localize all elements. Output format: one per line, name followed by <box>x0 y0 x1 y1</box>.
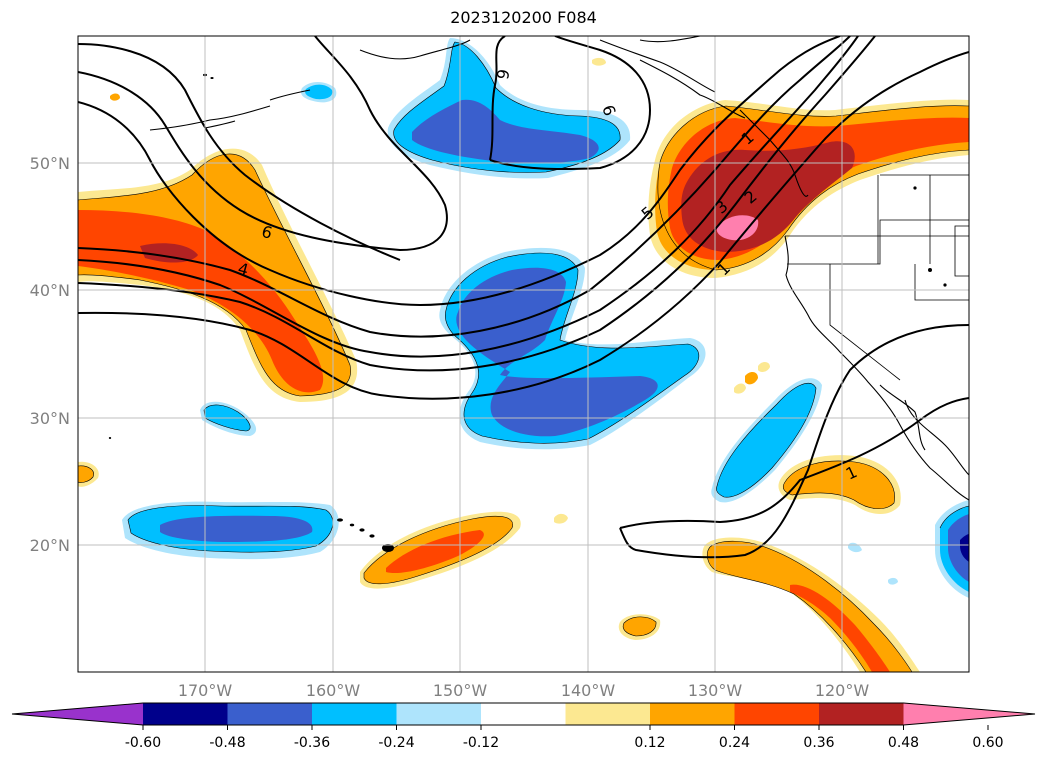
contour-label: 4 <box>236 259 251 280</box>
lon-label: 140°W <box>561 681 616 700</box>
lat-label: 30°N <box>30 409 70 428</box>
colorbar-tick-label: 0.60 <box>972 735 1003 751</box>
lat-labels: 50°N 40°N 30°N 20°N <box>30 154 70 555</box>
negative-anomaly-scattered <box>122 378 969 598</box>
colorbar-segment <box>734 703 820 725</box>
lat-label: 20°N <box>30 536 70 555</box>
lat-label: 40°N <box>30 281 70 300</box>
colorbar-tick-label: 0.24 <box>719 735 750 751</box>
lon-label: 160°W <box>306 681 361 700</box>
positive-anomaly-west-edge <box>78 461 99 487</box>
lon-labels: 170°W 160°W 150°W 140°W 130°W 120°W <box>178 681 870 700</box>
coastlines <box>149 36 969 501</box>
contour-label: 6 <box>260 222 275 243</box>
colorbar-segment <box>227 703 313 725</box>
colorbar-tick-label: -0.12 <box>463 735 499 751</box>
negative-anomaly-central <box>439 247 706 450</box>
positive-anomaly-hawaii <box>360 511 521 589</box>
height-contours <box>78 36 969 559</box>
colorbar-segment <box>819 703 904 725</box>
positive-anomaly-northeast <box>648 99 969 278</box>
colorbar-extend-max <box>903 703 1035 725</box>
colorbar: -0.60 -0.48 -0.36 -0.24 -0.12 0.12 0.24 0.36 0.4… <box>11 702 1036 751</box>
colorbar-segment <box>481 703 566 725</box>
colorbar-tick-label: 0.48 <box>888 735 919 751</box>
lat-label: 50°N <box>30 154 70 173</box>
colorbar-tick-label: 0.12 <box>634 735 665 751</box>
colorbar-segment <box>396 703 482 725</box>
state-borders <box>785 174 969 381</box>
colorbar-tick-label: -0.48 <box>209 735 245 751</box>
colorbar-segment <box>312 703 397 725</box>
colorbar-tick-label: -0.60 <box>125 735 161 751</box>
colorbar-tick-label: -0.36 <box>294 735 330 751</box>
colorbar-segment <box>565 703 651 725</box>
colorbar-tick-label: 0.36 <box>803 735 834 751</box>
negative-anomaly-north <box>300 38 631 179</box>
map-title: 2023120200 F084 <box>450 8 597 27</box>
islands <box>108 73 947 552</box>
contour-label: 6 <box>492 68 512 81</box>
lon-label: 120°W <box>815 681 870 700</box>
colorbar-segment <box>143 703 228 725</box>
graticule <box>78 36 969 672</box>
plot-frame <box>77 35 970 673</box>
colorbar-tick-label: -0.24 <box>378 735 414 751</box>
lon-label: 150°W <box>433 681 488 700</box>
lon-label: 130°W <box>688 681 743 700</box>
colorbar-extend-min <box>12 703 143 725</box>
positive-anomaly-west <box>78 148 358 402</box>
colorbar-segment <box>650 703 735 725</box>
lon-label: 170°W <box>178 681 233 700</box>
